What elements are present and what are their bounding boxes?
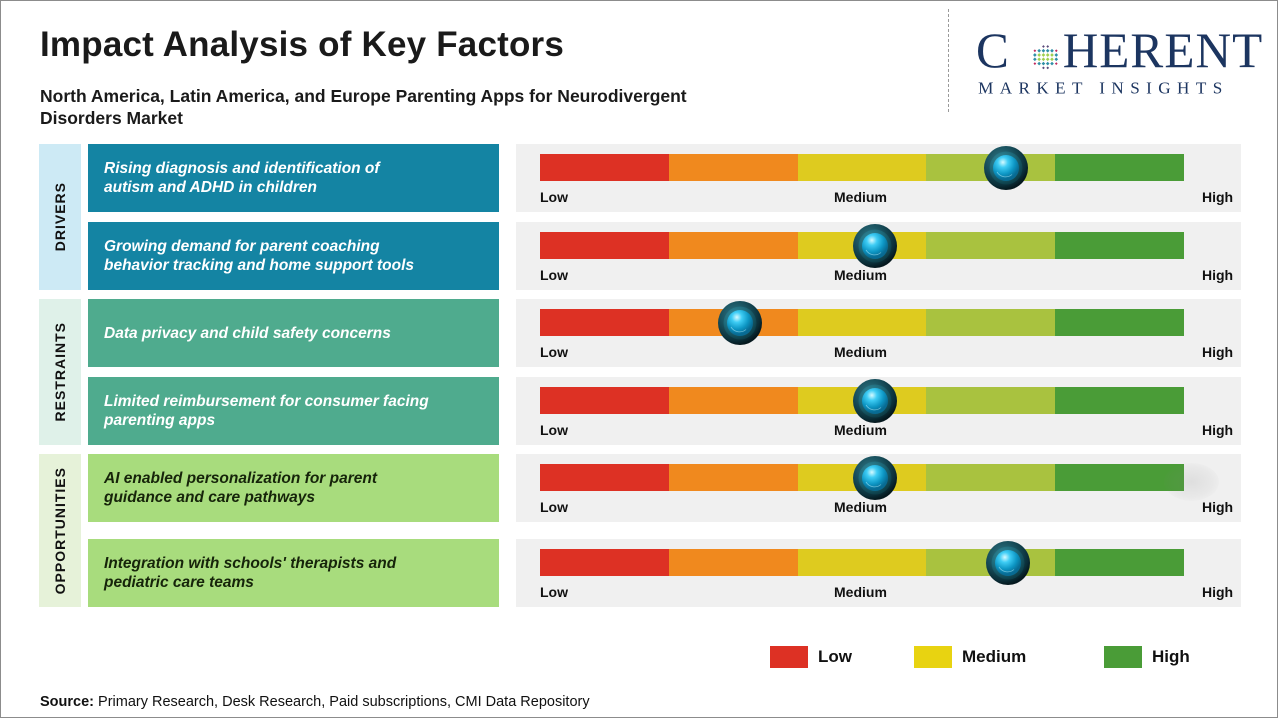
- svg-text:MARKET INSIGHTS: MARKET INSIGHTS: [978, 79, 1229, 98]
- svg-text:C: C: [976, 26, 1009, 78]
- svg-text:HERENT: HERENT: [1063, 26, 1264, 78]
